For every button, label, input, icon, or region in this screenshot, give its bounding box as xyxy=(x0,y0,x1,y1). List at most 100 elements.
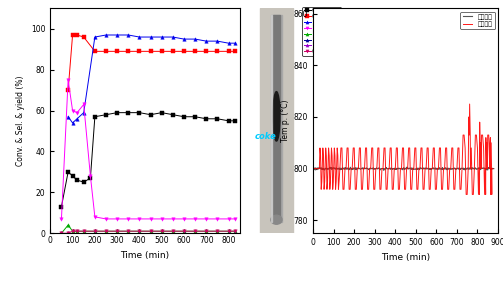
C3+ xyxy=(58,232,64,235)
C2S xyxy=(88,174,94,178)
C3 xyxy=(65,223,71,227)
내부온도 xyxy=(321,180,327,183)
C2 xyxy=(80,111,87,114)
Text: coke: coke xyxy=(255,132,277,141)
C3 xyxy=(92,230,98,233)
C2 Conv xyxy=(80,35,87,39)
CH4 Conv xyxy=(170,113,176,116)
C2 xyxy=(203,39,209,43)
CH4 Conv xyxy=(158,111,164,114)
C2S xyxy=(214,217,220,221)
C2 Conv xyxy=(158,50,164,53)
CH4 Conv xyxy=(125,111,131,114)
내부온도 xyxy=(428,167,434,170)
외부온도 xyxy=(310,167,316,171)
C2 xyxy=(58,232,64,235)
CH4 Conv xyxy=(192,115,198,118)
C3 xyxy=(103,230,109,233)
C3 xyxy=(203,230,209,233)
C2 xyxy=(125,33,131,37)
C2 Yield xyxy=(214,230,220,233)
C2 Conv xyxy=(136,50,142,53)
Line: CH4 Conv: CH4 Conv xyxy=(60,111,237,209)
Legend: CH4 Conv, C2 Conv, C2, C2S, C3, C3+, C2, C2 Yield: CH4 Conv, C2 Conv, C2, C2S, C3, C3+, C2,… xyxy=(302,7,341,56)
C3 xyxy=(74,230,80,233)
C2S xyxy=(74,111,80,114)
C3 xyxy=(125,230,131,233)
외부온도 xyxy=(459,167,465,170)
C3 xyxy=(181,230,187,233)
내부온도 xyxy=(457,188,463,191)
C2 xyxy=(69,121,75,124)
내부온도 xyxy=(310,167,316,170)
C2S xyxy=(232,217,238,221)
Bar xyxy=(273,15,280,222)
CH4 Conv xyxy=(80,180,87,184)
외부온도 xyxy=(418,167,425,170)
C2S xyxy=(103,217,109,221)
C2 xyxy=(92,35,98,39)
C2 Yield xyxy=(125,230,131,233)
C2 Yield xyxy=(225,230,231,233)
C2 Yield xyxy=(69,230,75,233)
C3+ xyxy=(232,232,238,235)
Ellipse shape xyxy=(271,215,282,224)
Bar xyxy=(271,15,282,222)
C2 Yield xyxy=(80,230,87,233)
C2S xyxy=(136,217,142,221)
C2 xyxy=(225,42,231,45)
C2 xyxy=(232,232,238,235)
C2 Conv xyxy=(225,50,231,53)
Line: 내부온도: 내부온도 xyxy=(313,104,493,194)
C2 Yield xyxy=(65,232,71,235)
C2 xyxy=(232,42,238,45)
C3 xyxy=(114,230,120,233)
C2 Conv xyxy=(181,50,187,53)
C3+ xyxy=(181,232,187,235)
Line: C2 Yield: C2 Yield xyxy=(60,230,237,235)
C2 Conv xyxy=(170,50,176,53)
C2 Yield xyxy=(232,230,238,233)
C2 xyxy=(136,232,142,235)
C3 xyxy=(58,232,64,235)
Y-axis label: Conv. & Sel. & yield (%): Conv. & Sel. & yield (%) xyxy=(17,76,25,166)
C3 xyxy=(69,230,75,233)
C2 xyxy=(136,35,142,39)
C2S xyxy=(225,217,231,221)
내부온도 xyxy=(329,154,335,157)
C2 xyxy=(225,232,231,235)
C2 Conv xyxy=(114,50,120,53)
C2 Yield xyxy=(114,230,120,233)
C3+ xyxy=(225,232,231,235)
C2 xyxy=(103,33,109,37)
C3 xyxy=(232,230,238,233)
외부온도 xyxy=(396,167,402,170)
C2 xyxy=(65,115,71,118)
X-axis label: Time (min): Time (min) xyxy=(381,253,430,262)
C2 Conv xyxy=(214,50,220,53)
C2 Yield xyxy=(74,230,80,233)
C3+ xyxy=(92,232,98,235)
C2S xyxy=(203,217,209,221)
Line: C3: C3 xyxy=(60,223,237,235)
C2 xyxy=(181,37,187,41)
CH4 Conv xyxy=(225,119,231,123)
C2 Yield xyxy=(92,230,98,233)
C2 Yield xyxy=(58,232,64,235)
C2 Conv xyxy=(69,33,75,37)
C2S xyxy=(147,217,153,221)
C2 Conv xyxy=(147,50,153,53)
CH4 Conv xyxy=(92,115,98,118)
CH4 Conv xyxy=(214,117,220,121)
C2 xyxy=(114,33,120,37)
내부온도 xyxy=(355,167,361,170)
C3+ xyxy=(136,232,142,235)
내부온도 xyxy=(320,146,326,150)
외부온도 xyxy=(408,166,414,170)
외부온도 xyxy=(381,169,387,172)
C2 Conv xyxy=(232,50,238,53)
C3 xyxy=(214,230,220,233)
C2 xyxy=(65,232,71,235)
C3 xyxy=(170,230,176,233)
Line: C2: C2 xyxy=(60,232,237,235)
